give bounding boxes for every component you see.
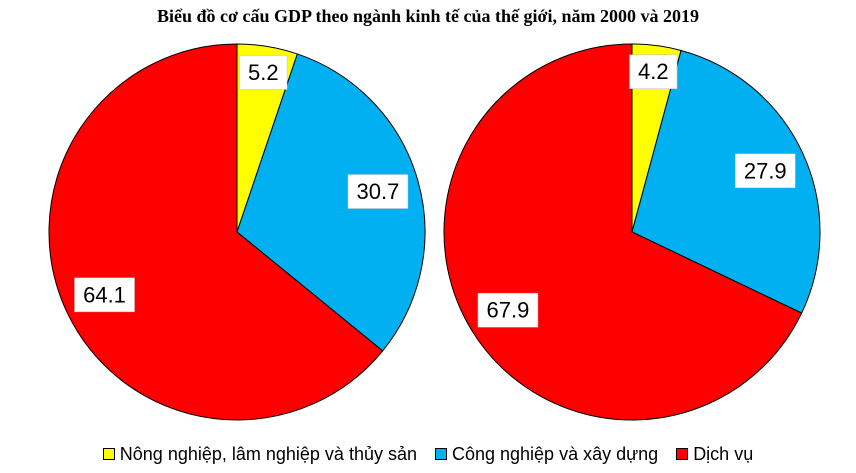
pie1-label-box-services — [74, 277, 135, 313]
legend-item-agriculture: Nông nghiệp, lâm nghiệp và thủy sản — [102, 443, 417, 465]
pie1-label-services: 64.1 — [83, 282, 126, 307]
pie2-label-industry: 27.9 — [744, 158, 787, 183]
pie1-slice-services — [48, 43, 384, 421]
pie2-label-box-agriculture — [629, 54, 678, 89]
pie2-label-agriculture: 4.2 — [638, 59, 669, 84]
chart-title: Biểu đồ cơ cấu GDP theo ngành kinh tế củ… — [157, 6, 699, 26]
pie1-label-box-agriculture — [239, 55, 288, 90]
legend-swatch-industry — [434, 448, 447, 460]
legend-label-industry: Công nghiệp và xây dựng — [451, 443, 659, 464]
pie2-label-services: 67.9 — [487, 298, 530, 323]
pie1-label-industry: 30.7 — [357, 179, 400, 204]
legend-label-agriculture: Nông nghiệp, lâm nghiệp và thủy sản — [119, 443, 417, 464]
legend-item-services: Dịch vụ — [676, 444, 753, 465]
pie2-slice-industry — [631, 49, 821, 314]
pie1-slice-industry — [236, 53, 426, 352]
legend-swatch-services — [676, 448, 689, 460]
pie2-label-box-industry — [735, 153, 796, 189]
legend-item-industry: Công nghiệp và xây dựng — [434, 443, 659, 465]
pie1-label-agriculture: 5.2 — [248, 60, 279, 85]
pie1-label-box-industry — [347, 174, 409, 209]
legend-swatch-agriculture — [102, 448, 115, 460]
legend-label-services: Dịch vụ — [693, 443, 754, 464]
pie2-label-box-services — [477, 292, 539, 328]
legend: Nông nghiệp, lâm nghiệp và thủy sản Công… — [0, 441, 856, 467]
